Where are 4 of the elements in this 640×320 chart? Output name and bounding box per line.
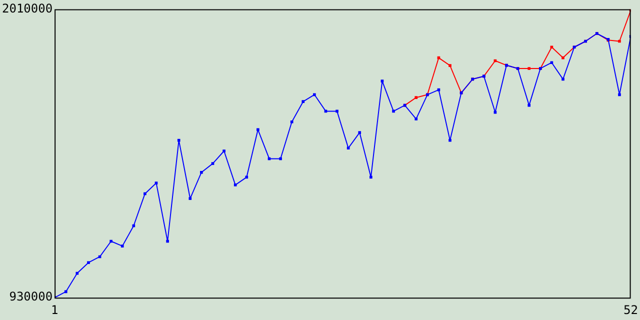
x-tick-label: 1 [50, 302, 58, 317]
x-tick-label: 52 [624, 302, 638, 317]
y-tick-label: 930000 [9, 290, 53, 304]
y-tick-label: 2010000 [2, 1, 53, 16]
